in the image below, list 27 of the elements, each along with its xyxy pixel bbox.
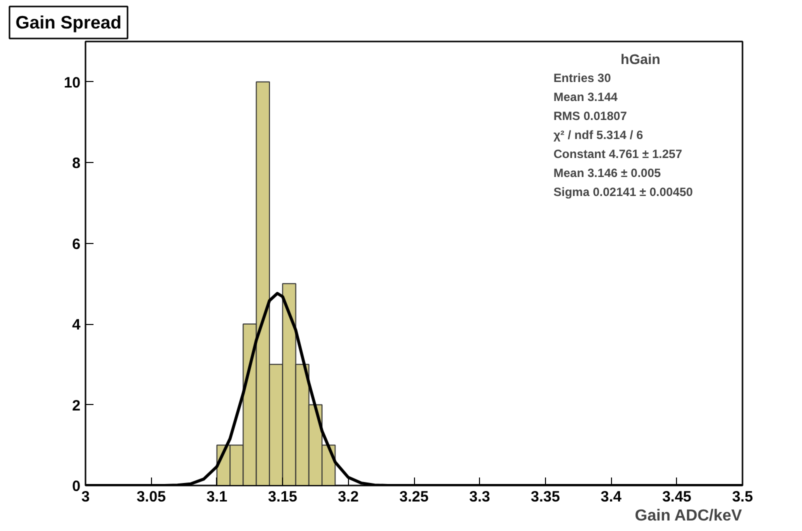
annotation: Constant 4.761 ± 1.257	[554, 147, 682, 161]
y-tick-label: 4	[72, 316, 82, 334]
x-tick-label: 3.3	[469, 488, 490, 506]
annotation: Mean 3.146 ± 0.005	[554, 166, 662, 180]
y-tick-label: 2	[72, 397, 80, 414]
annotation: RMS 0.01807	[554, 109, 628, 123]
x-tick-label: 3.25	[399, 488, 429, 506]
y-tick-label: 10	[64, 74, 81, 92]
x-tick-label: 3.15	[268, 488, 298, 506]
chart-title: Gain Spread	[16, 12, 122, 32]
x-tick-label: 3.35	[530, 488, 560, 506]
annotation: χ² / ndf 5.314 / 6	[554, 128, 644, 142]
annotation: hGain	[620, 51, 660, 67]
x-tick-label: 3.05	[136, 488, 166, 506]
y-tick-label: 8	[72, 155, 80, 172]
x-tick-label: 3.45	[662, 488, 692, 506]
x-tick-label: 3.5	[732, 488, 753, 506]
x-tick-label: 3	[81, 488, 90, 506]
annotation: Entries 30	[554, 71, 612, 85]
annotation: Sigma 0.02141 ± 0.00450	[554, 185, 694, 199]
x-tick-label: 3.1	[206, 488, 228, 506]
x-tick-label: 3.2	[338, 488, 359, 506]
annotation: Mean 3.144	[554, 90, 618, 104]
y-tick-label: 6	[72, 236, 80, 253]
y-tick-label: 0	[72, 478, 80, 495]
x-tick-label: 3.4	[600, 488, 622, 506]
x-axis-title: Gain ADC/keV	[634, 508, 742, 524]
